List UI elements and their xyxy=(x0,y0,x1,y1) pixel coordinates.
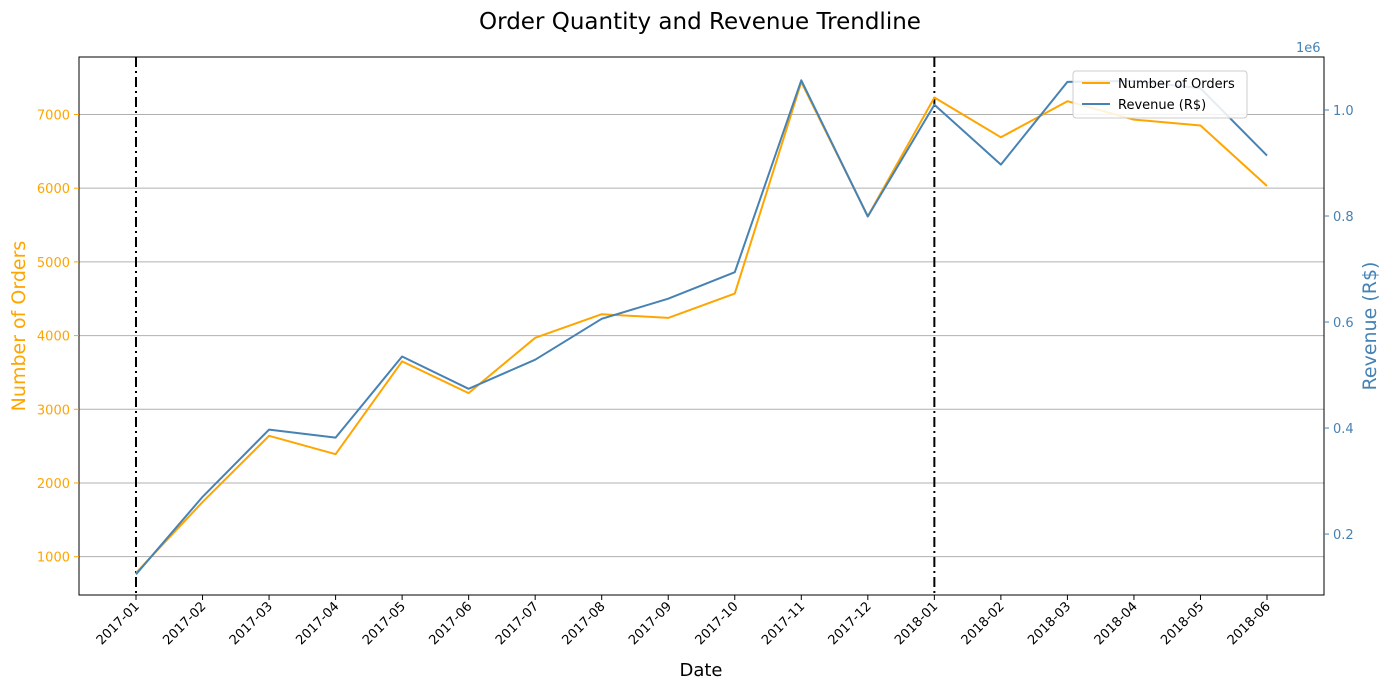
chart-title: Order Quantity and Revenue Trendline xyxy=(479,9,921,35)
x-tick-label: 2017-04 xyxy=(293,599,342,648)
left-tick-label: 3000 xyxy=(37,403,70,418)
left-tick-label: 2000 xyxy=(37,477,70,492)
series-lines xyxy=(135,79,1268,575)
x-tick-label: 2017-01 xyxy=(94,599,143,648)
right-y-axis-label: Revenue (R$) xyxy=(1359,262,1381,391)
left-tick-label: 7000 xyxy=(37,108,70,123)
right-tick-label: 1.0 xyxy=(1333,104,1354,119)
right-tick-label: 0.2 xyxy=(1333,528,1354,543)
x-tick-label: 2018-04 xyxy=(1092,599,1141,648)
x-tick-label: 2017-03 xyxy=(227,599,276,648)
left-y-axis-label: Number of Orders xyxy=(8,241,30,412)
x-tick-label: 2018-05 xyxy=(1158,599,1207,648)
right-y-axis: 0.2 0.4 0.6 0.8 1.0 xyxy=(1324,104,1354,543)
x-tick-label: 2017-10 xyxy=(693,599,742,648)
right-tick-label: 0.4 xyxy=(1333,422,1354,437)
legend: Number of Orders Revenue (R$) xyxy=(1072,70,1248,119)
legend-box xyxy=(1072,70,1248,119)
series-line-orders xyxy=(135,81,1268,574)
legend-label-orders: Number of Orders xyxy=(1118,77,1235,92)
x-tick-label: 2017-07 xyxy=(493,599,542,648)
grid-lines xyxy=(79,113,1324,558)
right-tick-label: 0.6 xyxy=(1333,316,1354,331)
x-tick-label: 2018-06 xyxy=(1225,599,1274,648)
left-tick-label: 4000 xyxy=(37,330,70,345)
x-tick-label: 2017-06 xyxy=(426,599,475,648)
legend-label-revenue: Revenue (R$) xyxy=(1118,98,1206,113)
left-tick-label: 6000 xyxy=(37,182,70,197)
series-line-revenue xyxy=(135,79,1268,575)
x-tick-label: 2017-08 xyxy=(560,599,609,648)
right-axis-multiplier: 1e6 xyxy=(1296,41,1321,56)
x-tick-label: 2018-02 xyxy=(959,599,1008,648)
x-tick-label: 2017-05 xyxy=(360,599,409,648)
x-tick-label: 2017-11 xyxy=(759,599,808,648)
left-tick-label: 5000 xyxy=(37,256,70,271)
x-tick-label: 2018-01 xyxy=(892,599,941,648)
x-tick-label: 2018-03 xyxy=(1025,599,1074,648)
x-tick-label: 2017-09 xyxy=(626,599,675,648)
x-axis: 2017-01 2017-02 2017-03 2017-04 2017-05 2017-… xyxy=(94,595,1274,648)
x-tick-label: 2017-12 xyxy=(826,599,875,648)
vertical-markers xyxy=(135,57,936,595)
x-axis-label: Date xyxy=(679,660,722,681)
x-tick-label: 2017-02 xyxy=(160,599,209,648)
left-y-axis: 1000 2000 3000 4000 5000 6000 7000 xyxy=(37,108,79,566)
right-tick-label: 0.8 xyxy=(1333,210,1354,225)
left-tick-label: 1000 xyxy=(37,551,70,566)
plot-frame xyxy=(78,56,1325,596)
